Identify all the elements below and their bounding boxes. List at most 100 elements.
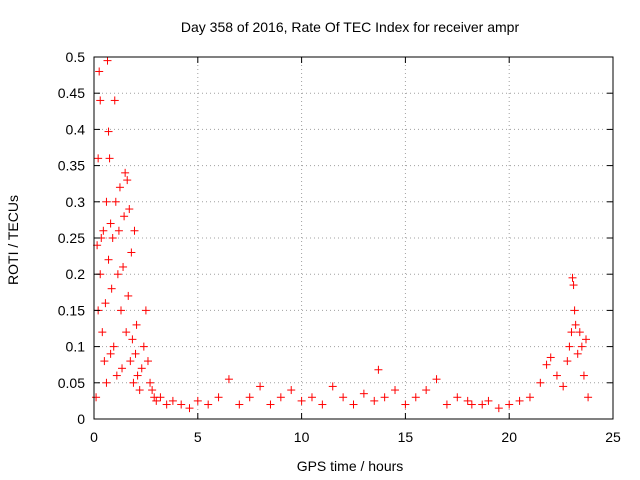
data-point [110, 96, 119, 105]
data-point [276, 393, 285, 402]
data-point [287, 386, 296, 395]
data-point [104, 255, 113, 264]
y-tick-label: 0.15 [58, 302, 85, 318]
data-point [124, 291, 133, 300]
x-tick-label: 5 [194, 429, 202, 445]
data-point [380, 393, 389, 402]
data-point [582, 335, 591, 344]
data-point [106, 219, 115, 228]
data-point [127, 248, 136, 257]
data-point [575, 328, 584, 337]
data-point [101, 299, 110, 308]
data-point [133, 371, 142, 380]
data-point [102, 378, 111, 387]
plot-frame [93, 56, 614, 420]
data-point [162, 400, 171, 409]
data-point [256, 382, 265, 391]
data-point [105, 154, 114, 163]
data-point [177, 400, 186, 409]
data-point [401, 400, 410, 409]
data-point [185, 404, 194, 413]
data-point [122, 328, 131, 337]
data-point [100, 357, 109, 366]
data-point [109, 342, 118, 351]
data-point [111, 197, 120, 206]
data-point [125, 205, 134, 214]
x-tick-label: 25 [605, 429, 621, 445]
y-axis-label: ROTI / TECUs [5, 195, 21, 285]
x-tick-label: 10 [294, 429, 310, 445]
y-tick-label: 0.1 [66, 339, 86, 355]
data-point [494, 404, 503, 413]
data-point [116, 306, 125, 315]
data-point [204, 400, 213, 409]
data-point [132, 320, 141, 329]
y-tick-label: 0.4 [66, 121, 86, 137]
data-point [307, 393, 316, 402]
data-point [107, 284, 116, 293]
data-point [453, 393, 462, 402]
data-point [573, 349, 582, 358]
data-point [115, 183, 124, 192]
data-point [349, 400, 358, 409]
data-point [374, 365, 383, 374]
data-point [148, 386, 157, 395]
data-point [168, 396, 177, 405]
data-point [467, 400, 476, 409]
y-tick-label: 0.25 [58, 230, 85, 246]
data-point [569, 281, 578, 290]
data-point [563, 357, 572, 366]
data-point [568, 273, 577, 282]
data-point [114, 226, 123, 235]
data-point [92, 393, 101, 402]
data-point [571, 320, 580, 329]
data-point [478, 400, 487, 409]
data-point [131, 349, 140, 358]
y-tick-label: 0.2 [66, 266, 86, 282]
data-point [139, 342, 148, 351]
chart-title: Day 358 of 2016, Rate Of TEC Index for r… [181, 19, 520, 35]
data-point [119, 262, 128, 271]
data-point [102, 197, 111, 206]
y-tick-label: 0 [77, 411, 85, 427]
y-tick-label: 0.05 [58, 375, 85, 391]
data-point [525, 393, 534, 402]
y-tick-label: 0.5 [66, 49, 86, 65]
data-point [359, 389, 368, 398]
data-point [214, 393, 223, 402]
data-point [245, 393, 254, 402]
data-point [146, 378, 155, 387]
data-point [99, 226, 108, 235]
axis-ticks [93, 56, 614, 420]
data-point [328, 382, 337, 391]
data-point [108, 234, 117, 242]
data-point [463, 396, 472, 405]
data-point [370, 396, 379, 405]
data-point [579, 371, 588, 380]
data-point [546, 353, 555, 362]
data-point [143, 357, 152, 366]
x-tick-label: 20 [501, 429, 517, 445]
data-point [515, 396, 524, 405]
data-point [235, 400, 244, 409]
data-point [135, 386, 144, 395]
grid [94, 57, 613, 419]
data-point [95, 67, 104, 76]
data-point [391, 386, 400, 395]
data-point [112, 371, 121, 380]
x-tick-label: 15 [398, 429, 414, 445]
data-point [141, 306, 150, 315]
data-point [118, 364, 127, 373]
data-point [113, 270, 122, 279]
data-point [120, 212, 129, 221]
data-point [152, 396, 161, 405]
data-point [552, 371, 561, 380]
data-point [137, 364, 146, 373]
data-point [129, 378, 138, 387]
data-point [411, 393, 420, 402]
data-point [442, 400, 451, 409]
data-point [98, 328, 107, 337]
data-point [584, 393, 593, 402]
data-point [130, 226, 139, 235]
